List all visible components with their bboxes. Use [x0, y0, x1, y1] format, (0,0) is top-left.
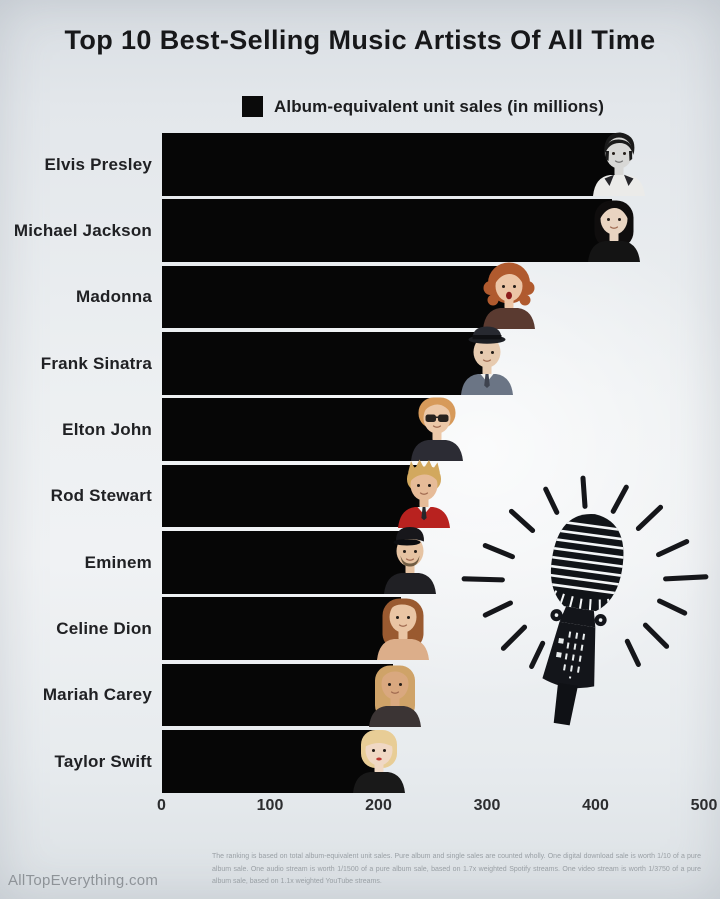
- sales-bar-mariah-carey: [161, 663, 393, 727]
- artist-label-taylor-swift: Taylor Swift: [54, 751, 152, 771]
- artist-photo-taylor-swift: [351, 721, 407, 794]
- chart-row-michael-jackson: Michael Jackson: [0, 199, 720, 263]
- artist-photo-michael-jackson: [586, 190, 642, 263]
- artist-label-elvis-presley: Elvis Presley: [44, 154, 152, 174]
- artist-label-rod-stewart: Rod Stewart: [50, 486, 152, 506]
- chart-row-rod-stewart: Rod Stewart: [0, 459, 720, 528]
- chart-row-eminem: Eminem: [0, 527, 720, 595]
- sales-bar-frank-sinatra: [161, 332, 485, 395]
- chart-row-frank-sinatra: Frank Sinatra: [0, 326, 720, 396]
- artist-photo-eminem: [382, 522, 438, 595]
- artist-photo-frank-sinatra: [459, 323, 515, 396]
- chart-row-elvis-presley: Elvis Presley: [0, 132, 720, 196]
- x-axis-tick-100: 100: [256, 797, 284, 814]
- artist-photo-rod-stewart: [396, 456, 452, 528]
- artist-photo-elton-john: [409, 389, 465, 462]
- x-axis-tick-300: 300: [473, 797, 501, 814]
- bar-chart: Elvis Presley Michael Jackson Madonna Frank…: [0, 132, 720, 795]
- chart-row-celine-dion: Celine Dion: [0, 597, 720, 661]
- methodology-note: The ranking is based on total album-equi…: [212, 853, 701, 886]
- artist-label-celine-dion: Celine Dion: [56, 618, 152, 638]
- sales-bar-madonna: [161, 265, 507, 329]
- x-axis-tick-500: 500: [690, 797, 718, 814]
- artist-photo-mariah-carey: [367, 655, 423, 727]
- x-axis-tick-200: 200: [365, 797, 392, 814]
- sales-bar-eminem: [161, 531, 408, 594]
- sales-bar-celine-dion: [161, 597, 402, 660]
- x-axis: 0 100 200 300 400 500: [0, 797, 720, 819]
- sales-bar-taylor-swift: [161, 730, 378, 793]
- artist-photo-madonna: [481, 257, 537, 329]
- chart-row-taylor-swift: Taylor Swift: [0, 730, 720, 794]
- chart-row-mariah-carey: Mariah Carey: [0, 663, 720, 727]
- site-credit: AllTopEverything.com: [8, 872, 159, 889]
- legend-label: Album-equivalent unit sales (in millions…: [274, 96, 604, 116]
- artist-label-mariah-carey: Mariah Carey: [42, 685, 152, 705]
- legend-swatch-icon: [242, 96, 263, 117]
- sales-bar-michael-jackson: [161, 199, 612, 262]
- artist-label-michael-jackson: Michael Jackson: [13, 220, 152, 240]
- sales-bar-elton-john: [161, 398, 435, 461]
- artist-photo-elvis-presley: [591, 124, 647, 196]
- artist-label-madonna: Madonna: [75, 287, 152, 307]
- sales-bar-elvis-presley: [161, 133, 618, 196]
- chart-row-madonna: Madonna: [0, 262, 720, 329]
- x-axis-tick-0: 0: [157, 797, 166, 814]
- artist-label-frank-sinatra: Frank Sinatra: [40, 353, 152, 373]
- page-title: Top 10 Best-Selling Music Artists Of All…: [64, 25, 656, 55]
- microphone-illustration: [461, 475, 709, 726]
- chart-row-elton-john: Elton John: [0, 397, 720, 462]
- artist-label-eminem: Eminem: [84, 552, 152, 572]
- sales-bar-rod-stewart: [161, 464, 422, 528]
- artist-label-elton-john: Elton John: [62, 419, 152, 439]
- artist-photo-celine-dion: [375, 588, 431, 661]
- legend: Album-equivalent unit sales (in millions…: [242, 96, 604, 117]
- x-axis-tick-400: 400: [582, 797, 609, 814]
